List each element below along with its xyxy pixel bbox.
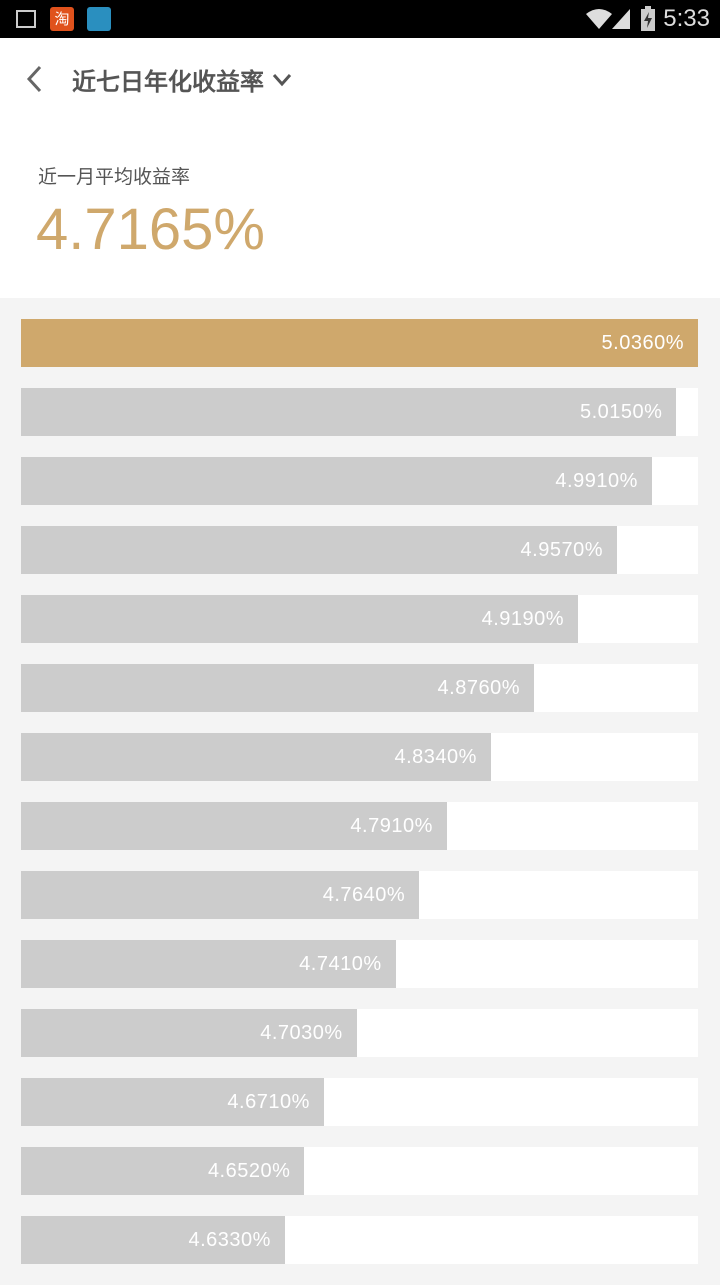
bar-row: 4.7030%: [21, 1009, 698, 1057]
bar: 4.6330%: [21, 1216, 285, 1264]
bar-value-label: 4.7640%: [322, 884, 406, 906]
bar-row: 4.8760%: [21, 664, 698, 712]
bar-value-label: 4.6710%: [227, 1091, 310, 1113]
bar-row: 5.0150%: [21, 388, 698, 436]
bar-value-label: 4.6330%: [188, 1229, 271, 1251]
bar: 4.6520%: [21, 1147, 305, 1195]
gallery-icon: [16, 10, 36, 28]
taobao-icon: 淘: [50, 7, 74, 31]
bar: 4.9910%: [21, 457, 652, 505]
yield-bar-chart: 5.0360% 5.0150% 4.9910% 4.9570% 4.9190% 4.876…: [21, 319, 698, 1285]
bar: 4.7640%: [21, 871, 420, 919]
wifi-icon: [586, 9, 612, 29]
chevron-left-icon[interactable]: [22, 64, 52, 94]
bar-row: 4.6330%: [21, 1216, 698, 1264]
signal-icon: [612, 9, 630, 29]
bar: 4.9570%: [21, 526, 618, 574]
bar-row: 4.6520%: [21, 1147, 698, 1195]
summary-label: 近一月平均收益率: [38, 166, 191, 188]
bar-value-label: 5.0150%: [580, 401, 663, 423]
bar-value-label: 4.7410%: [299, 953, 382, 975]
bar-value-label: 4.7030%: [260, 1022, 343, 1044]
nox-icon: [87, 7, 111, 31]
bar: 4.6710%: [21, 1078, 324, 1126]
bar-value-label: 4.9910%: [555, 470, 638, 492]
bar: 5.0360%: [21, 319, 698, 367]
bar: 4.7910%: [21, 802, 447, 850]
bar-row: 4.9910%: [21, 457, 698, 505]
bar-row: 4.9570%: [21, 526, 698, 574]
period-selector[interactable]: 近七日年化收益率: [72, 62, 292, 97]
bar-value-label: 4.6520%: [207, 1160, 291, 1182]
bar-row: 4.7410%: [21, 940, 698, 988]
bar: 5.0150%: [21, 388, 677, 436]
clock: 5:33: [663, 5, 710, 32]
bar-row: 4.6710%: [21, 1078, 698, 1126]
bar: 4.8760%: [21, 664, 534, 712]
status-bar: 淘 5:33: [0, 0, 720, 38]
chevron-down-icon: [272, 73, 292, 86]
bar: 4.8340%: [21, 733, 491, 781]
bar-row: 4.7910%: [21, 802, 698, 850]
bar: 4.7030%: [21, 1009, 357, 1057]
header: 近七日年化收益率 近一月平均收益率 4.7165%: [0, 38, 720, 298]
bar-row: 4.9190%: [21, 595, 698, 643]
bar-value-label: 4.9570%: [520, 539, 604, 561]
bar-row: 4.7640%: [21, 871, 698, 919]
bar-value-label: 4.9190%: [481, 608, 565, 630]
page-title: 近七日年化收益率: [72, 68, 264, 96]
bar-value-label: 4.7910%: [350, 815, 433, 837]
bar-value-label: 4.8760%: [437, 677, 520, 699]
battery-charging-icon: [641, 6, 655, 31]
bar-row: 5.0360%: [21, 319, 698, 367]
bar-value-label: 4.8340%: [394, 746, 477, 768]
summary-value: 4.7165%: [36, 197, 265, 262]
bar-row: 4.8340%: [21, 733, 698, 781]
bar-value-label: 5.0360%: [601, 332, 684, 354]
bar: 4.9190%: [21, 595, 579, 643]
bar: 4.7410%: [21, 940, 396, 988]
